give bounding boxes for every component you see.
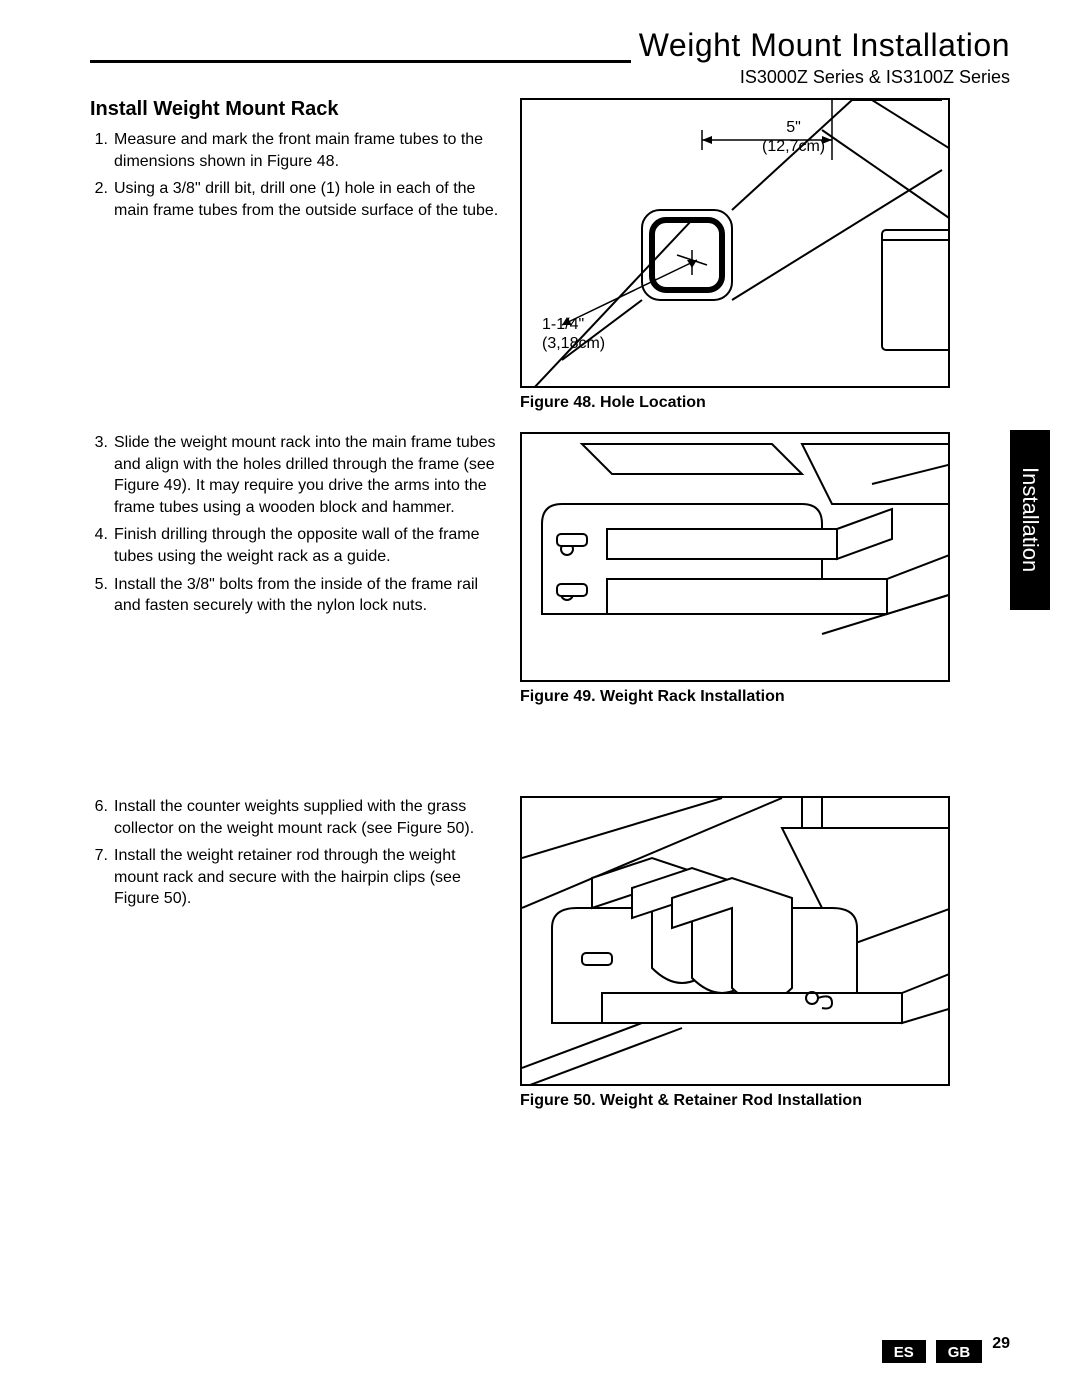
section-title: Install Weight Mount Rack xyxy=(90,98,500,121)
figure-49 xyxy=(520,432,950,682)
step-item: 3.Slide the weight mount rack into the m… xyxy=(90,432,500,518)
footer: ES GB 29 xyxy=(882,1335,1010,1367)
page-subtitle: IS3000Z Series & IS3100Z Series xyxy=(90,67,1010,88)
figure-49-caption: Figure 49. Weight Rack Installation xyxy=(520,688,1010,706)
steps-list-1: 1.Measure and mark the front main frame … xyxy=(90,129,500,221)
step-item: 4.Finish drilling through the opposite w… xyxy=(90,524,500,567)
figure-50-caption: Figure 50. Weight & Retainer Rod Install… xyxy=(520,1092,1010,1110)
header-rule: Weight Mount Installation xyxy=(90,60,1010,63)
figure-50 xyxy=(520,796,950,1086)
figure-48: 5" (12,7cm) 1-1/4" (3,18cm) xyxy=(520,98,950,388)
steps-list-3: 6.Install the counter weights supplied w… xyxy=(90,796,500,910)
step-item: 6.Install the counter weights supplied w… xyxy=(90,796,500,839)
lang-tab-gb: GB xyxy=(936,1340,983,1363)
step-item: 2.Using a 3/8" drill bit, drill one (1) … xyxy=(90,178,500,221)
side-tab: Installation xyxy=(1010,430,1050,610)
figure-48-caption: Figure 48. Hole Location xyxy=(520,394,1010,412)
step-item: 1.Measure and mark the front main frame … xyxy=(90,129,500,172)
figure-50-drawing xyxy=(522,798,950,1086)
figure-48-dim-top: 5" (12,7cm) xyxy=(762,118,825,156)
lang-tab-es: ES xyxy=(882,1340,926,1363)
steps-list-2: 3.Slide the weight mount rack into the m… xyxy=(90,432,500,617)
page-title: Weight Mount Installation xyxy=(631,27,1010,64)
step-item: 7.Install the weight retainer rod throug… xyxy=(90,845,500,910)
step-item: 5.Install the 3/8" bolts from the inside… xyxy=(90,574,500,617)
figure-48-dim-left: 1-1/4" (3,18cm) xyxy=(542,315,605,353)
figure-49-drawing xyxy=(522,434,950,682)
page-number: 29 xyxy=(992,1335,1010,1353)
